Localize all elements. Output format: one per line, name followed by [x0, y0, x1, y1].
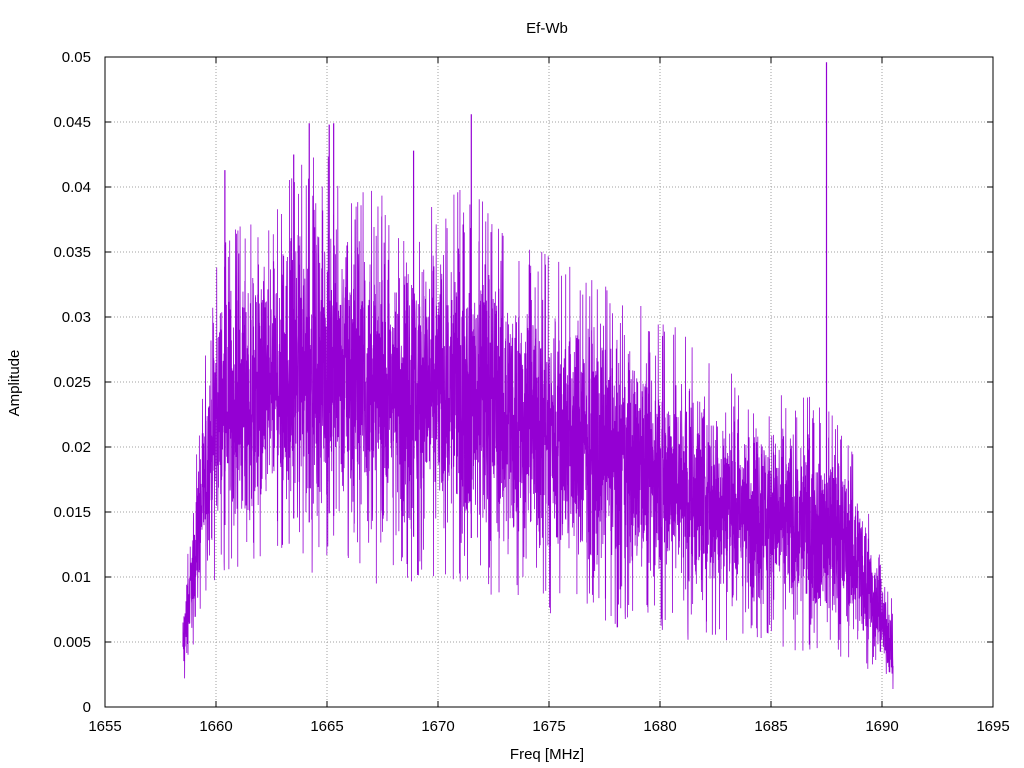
x-tick-label: 1660: [199, 718, 232, 735]
data-series: [182, 62, 894, 690]
x-tick-label: 1665: [310, 718, 343, 735]
y-axis-label: Amplitude: [6, 350, 23, 417]
x-tick-label: 1675: [532, 718, 565, 735]
y-tick-label: 0.025: [53, 374, 91, 391]
y-tick-label: 0.005: [53, 634, 91, 651]
chart-title: Ef-Wb: [526, 20, 568, 37]
x-tick-label: 1685: [754, 718, 787, 735]
y-tick-label: 0.045: [53, 114, 91, 131]
y-tick-label: 0.01: [62, 569, 91, 586]
axes: 1655 1660 1665 1670 1675 1680 1685 1690 1695 0 0.0…: [53, 49, 1009, 735]
x-tick-label: 1690: [865, 718, 898, 735]
y-tick-label: 0.03: [62, 309, 91, 326]
signal-line: [182, 156, 894, 690]
x-axis-label: Freq [MHz]: [510, 746, 584, 763]
y-tick-label: 0: [83, 699, 91, 716]
x-tick-label: 1655: [88, 718, 121, 735]
y-tick-label: 0.04: [62, 179, 91, 196]
x-tick-label: 1695: [976, 718, 1009, 735]
x-tick-label: 1680: [643, 718, 676, 735]
x-tick-label: 1670: [421, 718, 454, 735]
plot-frame: [104, 56, 994, 708]
y-tick-label: 0.05: [62, 49, 91, 66]
y-tick-label: 0.035: [53, 244, 91, 261]
y-tick-label: 0.015: [53, 504, 91, 521]
y-tick-label: 0.02: [62, 439, 91, 456]
